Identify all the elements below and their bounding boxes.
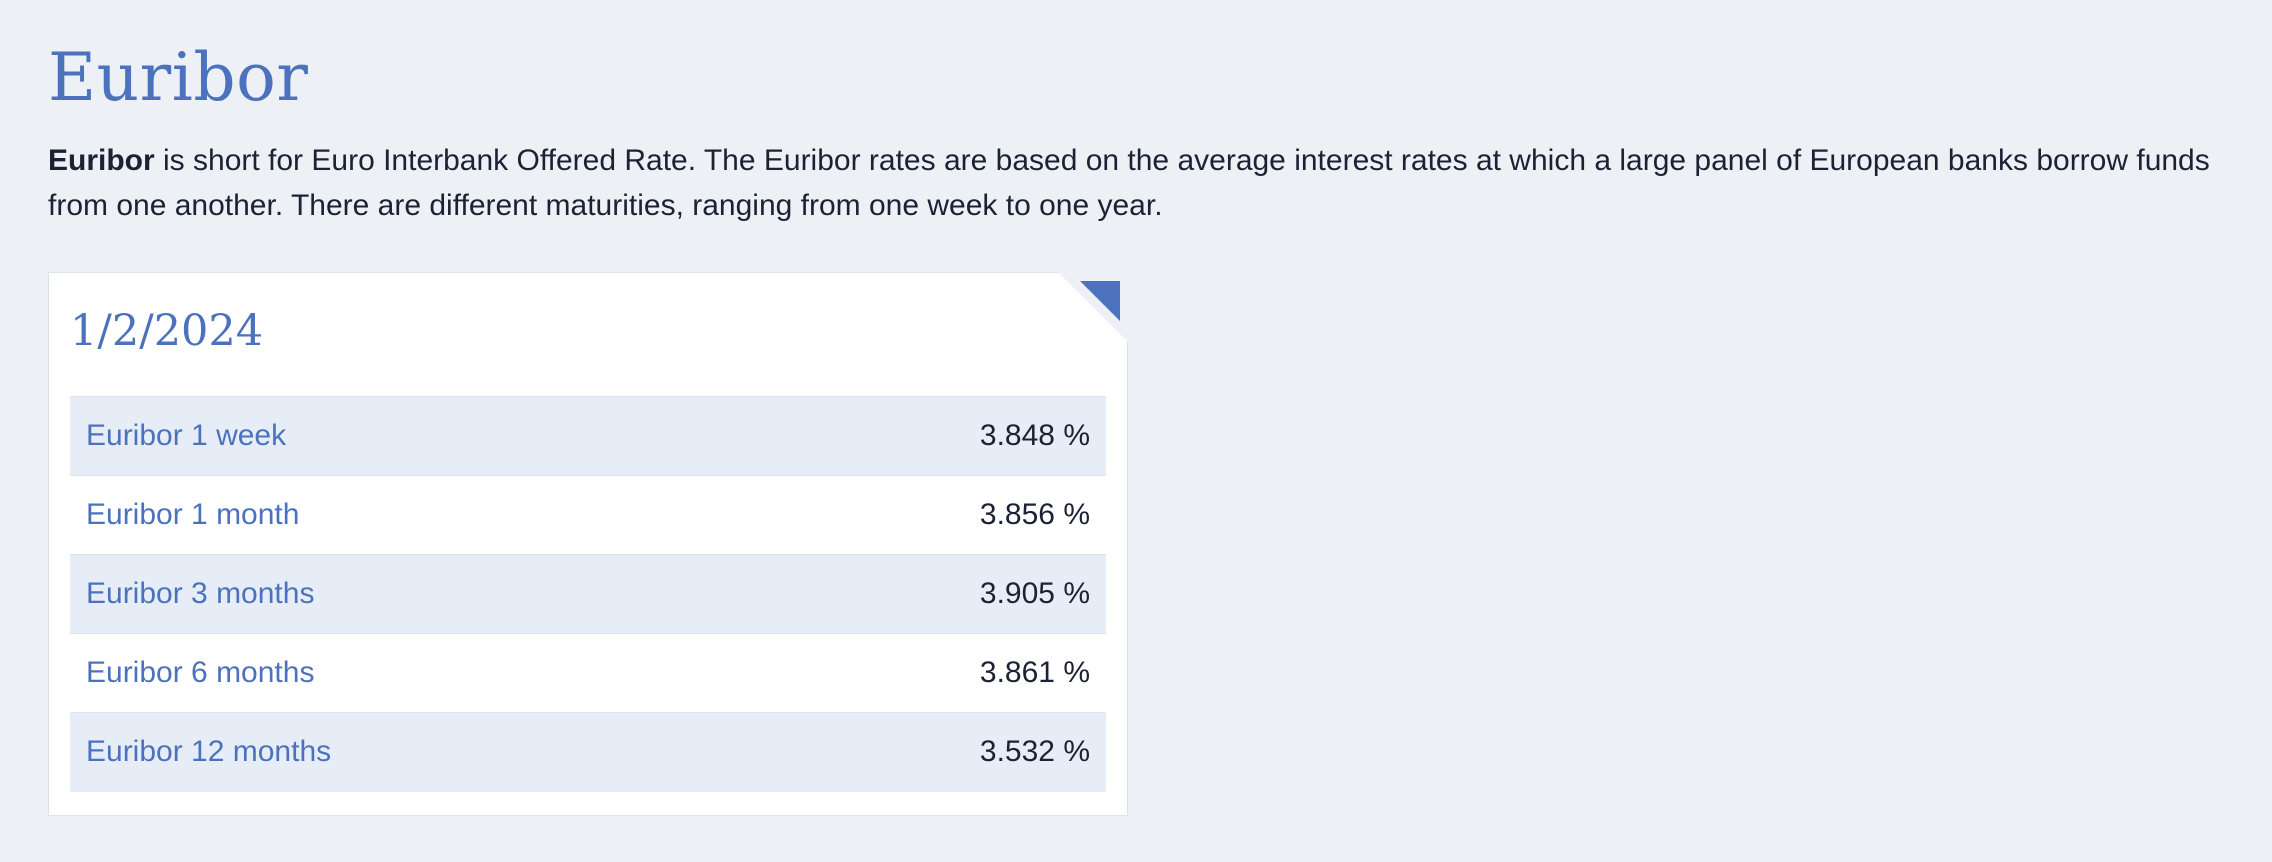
euribor-rates-card: 1/2/2024 Euribor 1 week 3.848 % Euribor … bbox=[48, 272, 1128, 816]
rate-name[interactable]: Euribor 6 months bbox=[70, 633, 755, 713]
intro-text: is short for Euro Interbank Offered Rate… bbox=[48, 144, 2210, 222]
rate-name[interactable]: Euribor 12 months bbox=[70, 712, 755, 792]
rate-value: 3.848 % bbox=[754, 396, 1106, 476]
rate-value: 3.861 % bbox=[754, 633, 1106, 713]
rates-table: Euribor 1 week 3.848 % Euribor 1 month 3… bbox=[70, 396, 1106, 792]
rate-value: 3.905 % bbox=[754, 554, 1106, 634]
rate-name[interactable]: Euribor 3 months bbox=[70, 554, 755, 634]
page-content: Euribor Euribor is short for Euro Interb… bbox=[48, 0, 2228, 816]
rate-value: 3.856 % bbox=[754, 475, 1106, 555]
table-row[interactable]: Euribor 1 week 3.848 % bbox=[70, 396, 1106, 476]
rate-value: 3.532 % bbox=[754, 712, 1106, 792]
table-row[interactable]: Euribor 1 month 3.856 % bbox=[70, 475, 1106, 555]
intro-bold-term: Euribor bbox=[48, 144, 155, 177]
table-row[interactable]: Euribor 12 months 3.532 % bbox=[70, 712, 1106, 792]
intro-paragraph: Euribor is short for Euro Interbank Offe… bbox=[48, 138, 2248, 228]
rates-date: 1/2/2024 bbox=[70, 306, 264, 356]
corner-flag-icon bbox=[1080, 281, 1120, 321]
page-title: Euribor bbox=[48, 39, 309, 116]
rate-name[interactable]: Euribor 1 week bbox=[70, 396, 755, 476]
table-row[interactable]: Euribor 6 months 3.861 % bbox=[70, 633, 1106, 713]
table-row[interactable]: Euribor 3 months 3.905 % bbox=[70, 554, 1106, 634]
rate-name[interactable]: Euribor 1 month bbox=[70, 475, 755, 555]
